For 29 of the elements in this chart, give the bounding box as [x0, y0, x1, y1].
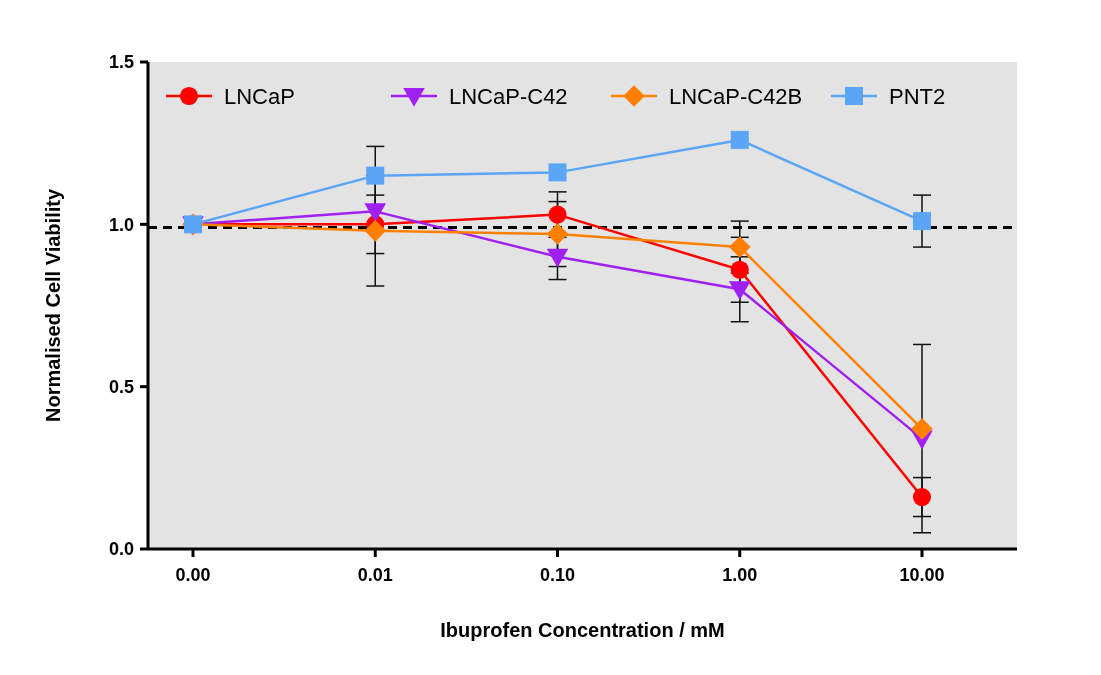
y-tick-label: 0.0: [108, 539, 134, 560]
point: [548, 163, 567, 182]
point: [728, 236, 751, 258]
legend-label: LNCaP-C42: [449, 83, 568, 109]
x-tick-label: 10.00: [899, 565, 945, 585]
point: [364, 203, 387, 223]
x-tick-label: 0.01: [357, 565, 393, 585]
x-tick-label: 1.00: [722, 565, 758, 585]
point: [546, 223, 569, 245]
point: [912, 487, 932, 507]
y-tick-label: 1.0: [108, 214, 134, 235]
y-tick-label: 1.5: [108, 52, 134, 73]
x-tick-label: 0.00: [175, 565, 211, 585]
point: [913, 212, 931, 231]
point: [548, 205, 567, 224]
point: [728, 281, 751, 301]
y-tick-label: 0.5: [108, 376, 134, 397]
x-axis-title: Ibuprofen Concentration / mM: [440, 619, 725, 641]
point: [546, 248, 569, 268]
point: [366, 166, 385, 185]
legend-label: LNCaP: [224, 83, 295, 109]
point: [730, 130, 749, 149]
legend-label: PNT2: [889, 83, 946, 109]
point: [364, 220, 387, 242]
point: [730, 260, 749, 279]
y-axis-title: Normalised Cell Viability: [42, 188, 64, 423]
point: [911, 418, 933, 440]
legend-label: LNCaP-C42B: [669, 83, 803, 109]
x-tick-label: 0.10: [539, 565, 576, 585]
